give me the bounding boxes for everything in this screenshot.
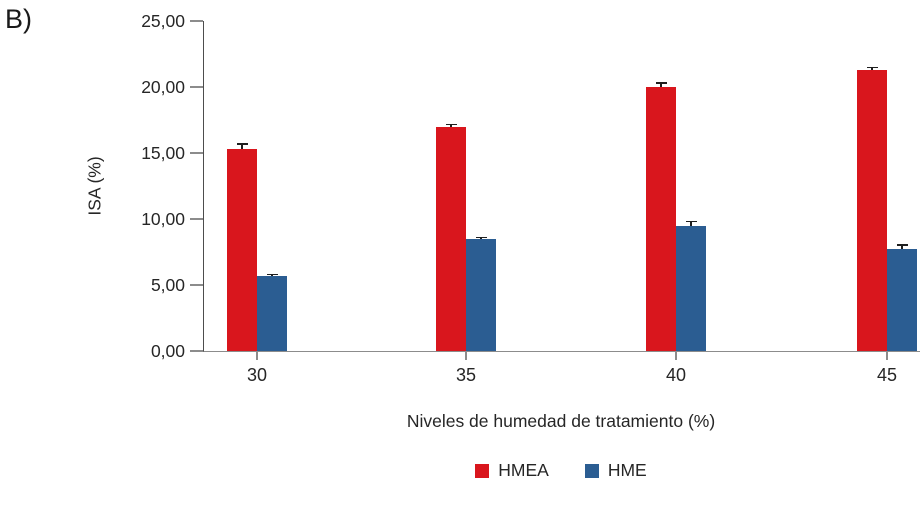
error-bar-cap [475, 236, 487, 239]
error-bar-cap [685, 220, 697, 223]
x-tick-label: 45 [876, 365, 898, 385]
bar-hmea-40 [646, 87, 676, 351]
bar-hme-35 [466, 238, 496, 351]
x-tick-mark [256, 351, 258, 360]
y-tick-mark [189, 284, 203, 286]
error-bar-line [690, 220, 692, 226]
y-tick-label: 10,00 [141, 208, 185, 229]
error-bar-line [241, 143, 243, 150]
bar-hmea-30 [227, 149, 257, 351]
x-axis-title: Niveles de humedad de tratamiento (%) [406, 411, 716, 431]
panel-label: B) [5, 4, 32, 34]
y-tick-label: 0,00 [150, 340, 185, 361]
y-tick-mark [189, 350, 203, 352]
y-tick-label: 5,00 [150, 274, 185, 295]
legend-swatch-hmea [475, 463, 490, 478]
legend-swatch-hme [584, 463, 599, 478]
legend-label-hme: HME [607, 460, 647, 480]
legend: HMEA HME [203, 460, 919, 481]
y-tick-label: 20,00 [141, 76, 185, 97]
plot-area: 0,00 5,00 10,00 15,00 20,00 25,00 30 35 40 45 [141, 11, 920, 385]
error-bar-cap [866, 66, 878, 69]
y-axis-title: ISA (%) [84, 156, 105, 216]
y-tick-label: 15,00 [141, 142, 185, 163]
legend-item-hmea: HMEA [475, 460, 549, 481]
bar-hmea-35 [436, 126, 466, 351]
y-tick-mark [189, 20, 203, 22]
error-bar-cap [236, 143, 248, 145]
error-bar-line [660, 82, 662, 87]
error-bar-cap [266, 273, 278, 276]
x-tick-label: 35 [455, 365, 477, 385]
bar-hmea-45 [857, 69, 887, 351]
error-bar-cap [445, 123, 457, 126]
x-tick-mark [675, 351, 677, 360]
y-tick-mark [189, 86, 203, 88]
legend-item-hme: HME [584, 460, 647, 481]
y-tick-mark [189, 152, 203, 154]
error-bar-line [871, 66, 873, 70]
x-tick-label: 40 [665, 365, 687, 385]
x-tick-mark [886, 351, 888, 360]
bar-hme-40 [676, 225, 706, 351]
x-tick-mark [465, 351, 467, 360]
error-bar-line [901, 244, 903, 250]
legend-label-hmea: HMEA [498, 460, 549, 480]
x-tick-label: 30 [246, 365, 268, 385]
bar-hme-45 [887, 249, 917, 351]
bar-hme-30 [257, 275, 287, 351]
y-tick-mark [189, 218, 203, 220]
error-bar-cap [896, 244, 908, 246]
error-bar-cap [655, 82, 667, 84]
y-tick-label: 25,00 [141, 10, 185, 31]
